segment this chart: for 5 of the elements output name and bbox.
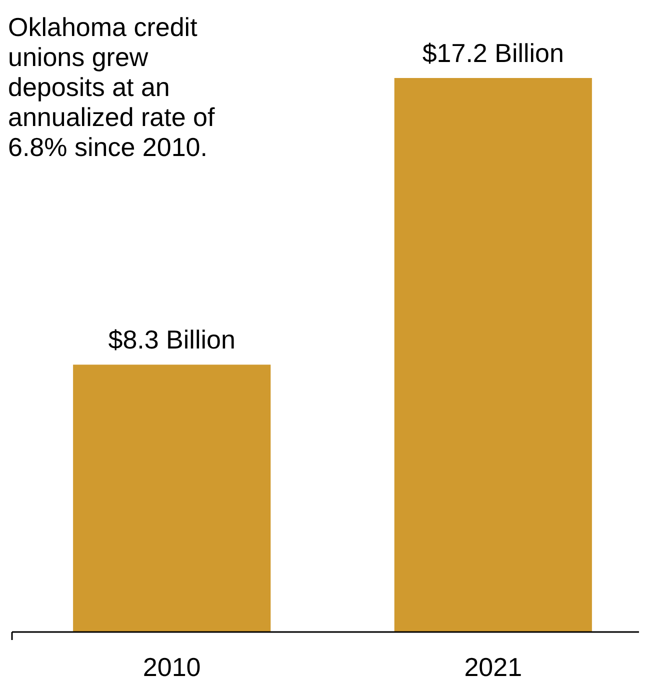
data-label: $17.2 Billion [422, 38, 564, 68]
x-tick-label: 2010 [142, 652, 201, 680]
annotation: Oklahoma credit unions grew deposits at an annualized rate of 6.8% since 2010. [8, 12, 216, 162]
data-label: $8.3 Billion [108, 324, 236, 355]
x-tick-label: 2021 [464, 652, 522, 680]
